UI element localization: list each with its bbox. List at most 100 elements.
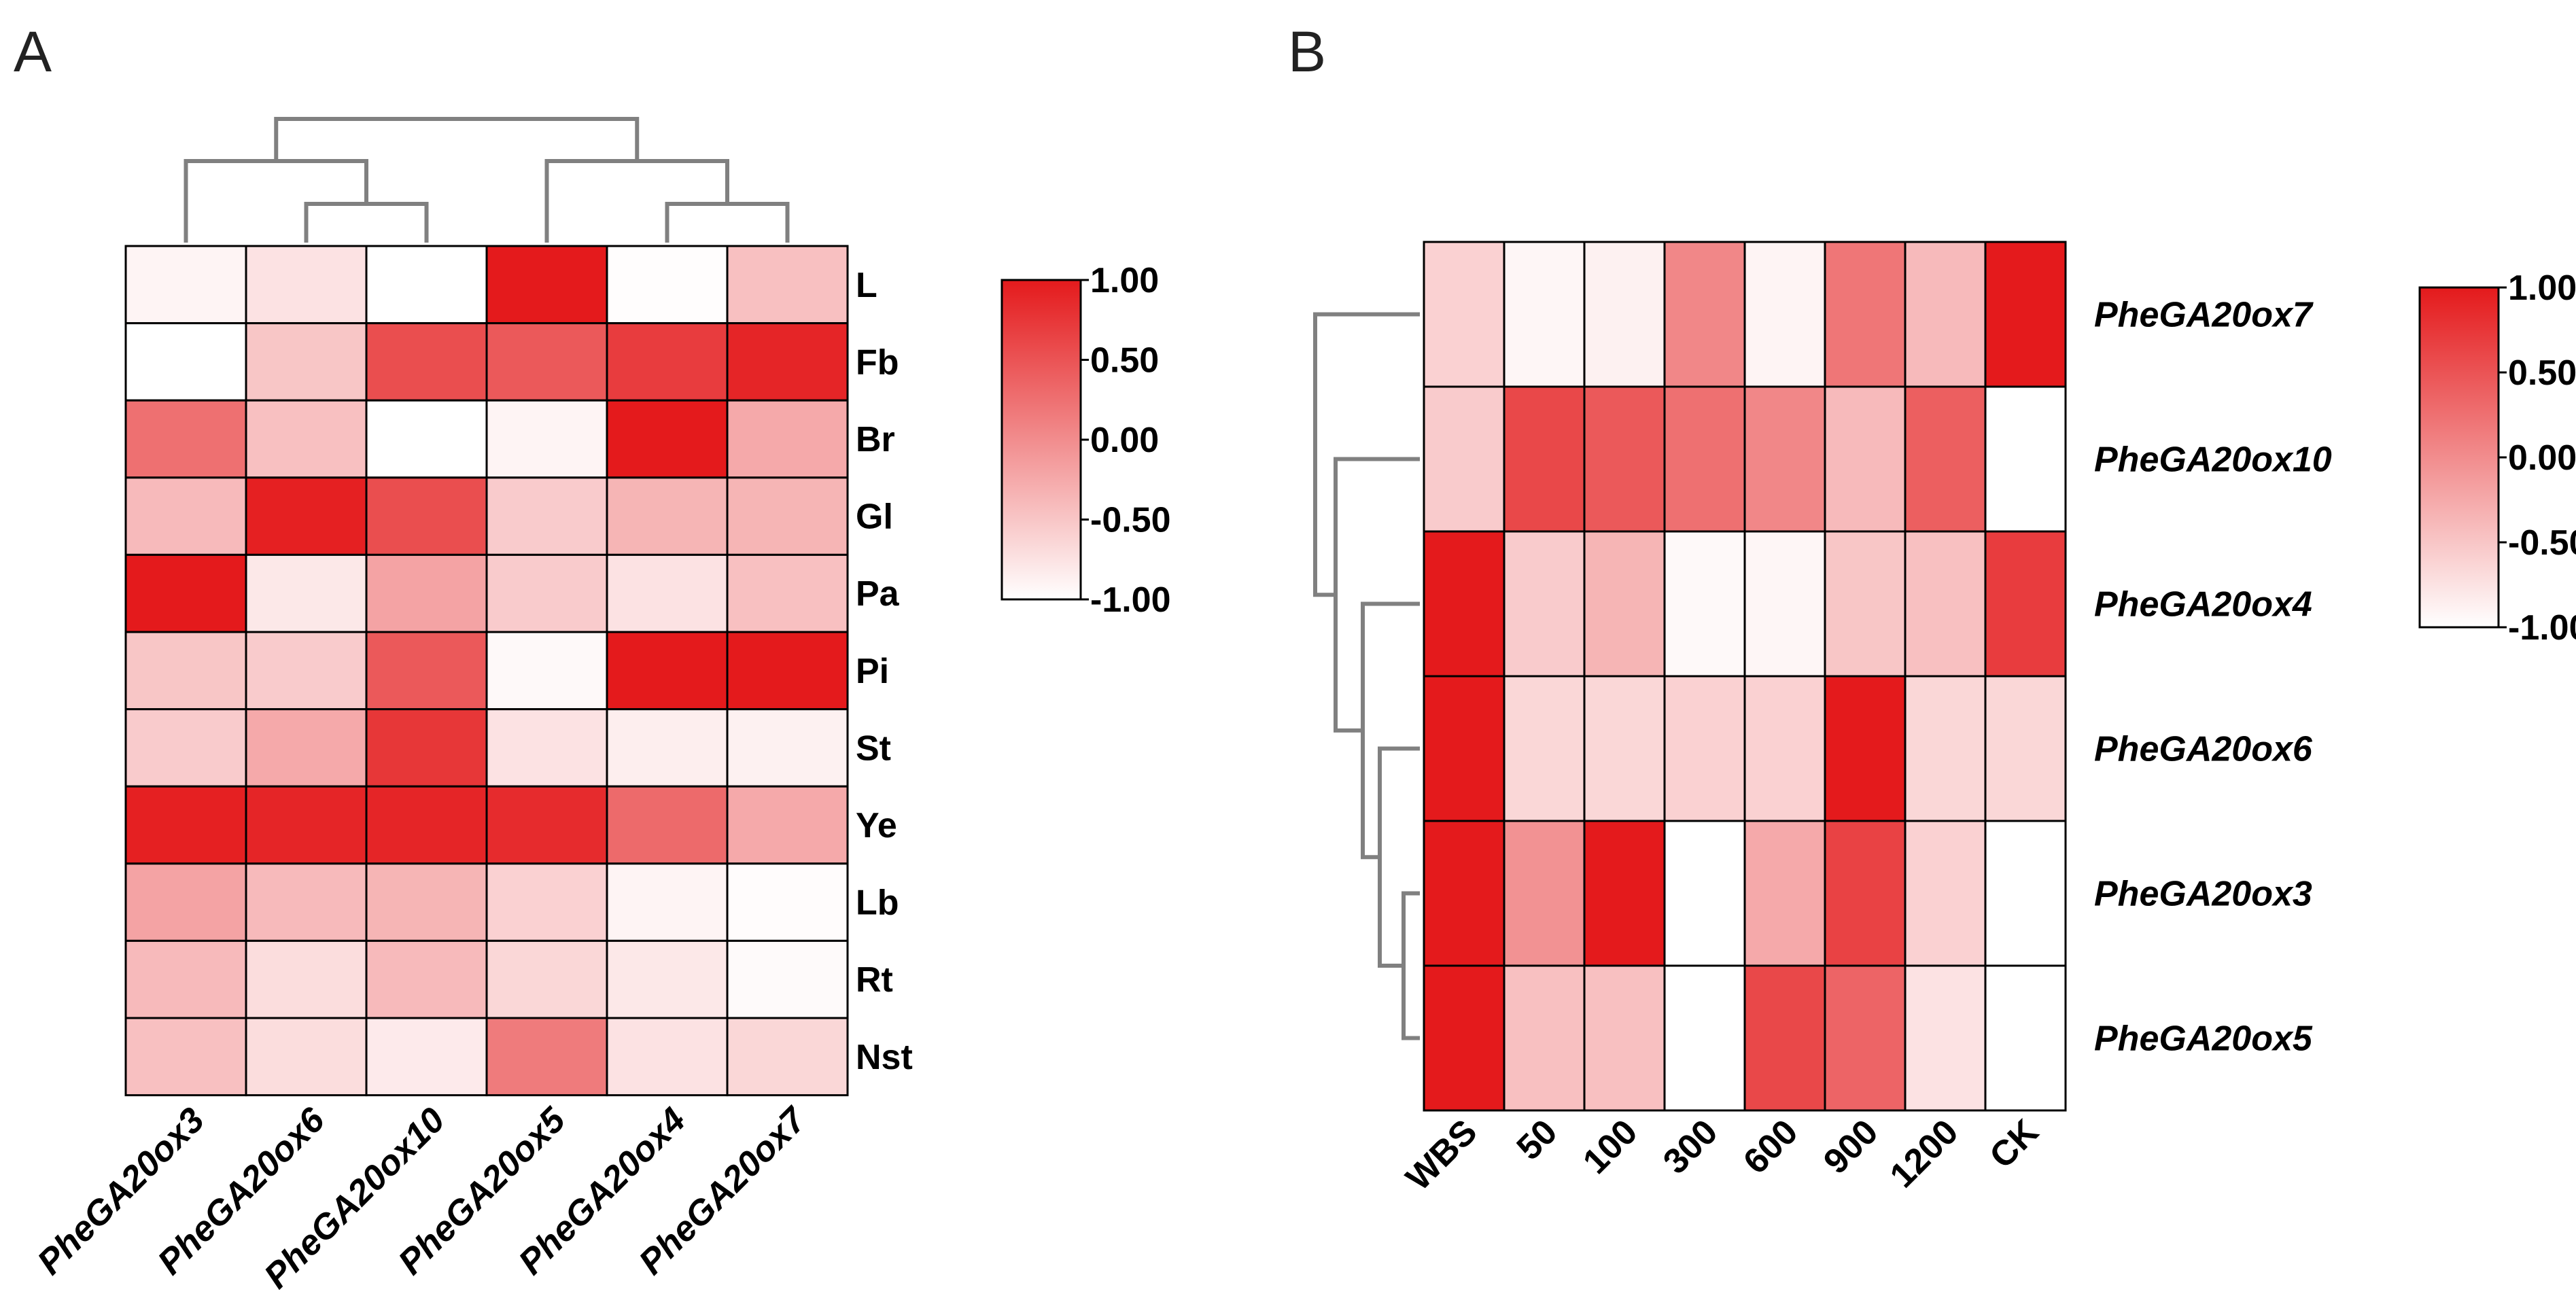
heatmap-b-row-label: PheGA20ox4 xyxy=(2094,585,2312,625)
heatmap-b-col-label: 100 xyxy=(1576,1112,1645,1181)
heatmap-a: LFbBrGlPaPiStYeLbRtNstPheGA20ox3PheGA20o… xyxy=(30,245,913,1296)
colorbar-b-gradient-bar xyxy=(2418,286,2500,629)
heatmap-b-col-label: 1200 xyxy=(1883,1112,1966,1195)
heatmap-a-cell-9-0 xyxy=(124,939,247,1019)
heatmap-a-cell-7-4 xyxy=(606,785,729,865)
dendrogram-branch xyxy=(304,202,429,243)
heatmap-a-cell-9-3 xyxy=(485,939,608,1019)
heatmap-a-cell-2-1 xyxy=(245,399,368,479)
heatmap-a-cell-5-0 xyxy=(124,631,247,711)
heatmap-b-cell-4-0 xyxy=(1423,820,1505,967)
heatmap-b-col-label: 600 xyxy=(1736,1112,1805,1181)
colorbar-a-tick-label: 0.50 xyxy=(1090,341,1159,381)
heatmap-a-cell-9-4 xyxy=(606,939,729,1019)
heatmap-b-cell-2-1 xyxy=(1503,530,1586,678)
heatmap-a-cell-10-4 xyxy=(606,1017,729,1097)
heatmap-b-cell-3-7 xyxy=(1984,675,2067,822)
heatmap-b-row-label: PheGA20ox6 xyxy=(2094,730,2313,769)
heatmap-a-cell-2-0 xyxy=(124,399,247,479)
heatmap-a-row-label: St xyxy=(856,729,891,768)
heatmap-a-cell-5-2 xyxy=(365,631,488,711)
heatmap-b-cell-2-0 xyxy=(1423,530,1505,678)
dendrogram-a xyxy=(184,117,790,243)
heatmap-b-cell-1-7 xyxy=(1984,385,2067,533)
heatmap-b-cell-3-0 xyxy=(1423,675,1505,822)
heatmap-a-row-label: Ye xyxy=(856,806,897,845)
heatmap-b-cell-5-1 xyxy=(1503,964,1586,1112)
colorbar-b-tick-label: -1.00 xyxy=(2508,608,2576,648)
heatmap-b-cell-2-6 xyxy=(1904,530,1987,678)
heatmap-b-cell-0-1 xyxy=(1503,241,1586,388)
heatmap-a-cell-8-2 xyxy=(365,862,488,942)
colorbar-b-tick-label: 0.50 xyxy=(2508,353,2576,393)
heatmap-a-cell-3-0 xyxy=(124,476,247,556)
heatmap-a-cell-1-4 xyxy=(606,322,729,402)
panel-letter-b: B xyxy=(1288,20,1326,84)
heatmap-b-cell-3-3 xyxy=(1663,675,1746,822)
colorbar-a-tick-label: 1.00 xyxy=(1090,261,1159,300)
heatmap-b-cell-5-5 xyxy=(1824,964,1907,1112)
heatmap-a-cell-4-5 xyxy=(726,553,849,633)
heatmap-a-cell-0-0 xyxy=(124,245,247,325)
heatmap-b-cell-3-1 xyxy=(1503,675,1586,822)
heatmap-a-cell-0-5 xyxy=(726,245,849,325)
heatmap-a-cell-9-1 xyxy=(245,939,368,1019)
heatmap-a-cell-7-3 xyxy=(485,785,608,865)
heatmap-b-cell-5-2 xyxy=(1583,964,1666,1112)
heatmap-b-cell-4-2 xyxy=(1583,820,1666,967)
heatmap-b-cell-3-5 xyxy=(1824,675,1907,822)
heatmap-b-cell-5-3 xyxy=(1663,964,1746,1112)
heatmap-a-cell-2-5 xyxy=(726,399,849,479)
heatmap-b-cell-1-0 xyxy=(1423,385,1505,533)
heatmap-b-cell-0-7 xyxy=(1984,241,2067,388)
colorbar-a-gradient-bar xyxy=(1000,279,1082,601)
heatmap-a-cell-6-2 xyxy=(365,708,488,788)
heatmap-a-cell-7-0 xyxy=(124,785,247,865)
heatmap-b-cell-4-5 xyxy=(1824,820,1907,967)
heatmap-a-cell-1-0 xyxy=(124,322,247,402)
heatmap-a-cell-8-4 xyxy=(606,862,729,942)
dendrogram-branch xyxy=(1402,891,1420,1040)
heatmap-a-cell-5-5 xyxy=(726,631,849,711)
colorbar-b-tick-label: 0.00 xyxy=(2508,438,2576,478)
heatmap-b-cell-1-4 xyxy=(1743,385,1826,533)
panel-letter-a: A xyxy=(14,20,52,84)
heatmap-a-cell-9-2 xyxy=(365,939,488,1019)
colorbar-a-tick-label: -1.00 xyxy=(1090,580,1171,620)
heatmap-a-cell-0-4 xyxy=(606,245,729,325)
heatmap-b-cell-5-6 xyxy=(1904,964,1987,1112)
colorbar-a-tick-label: 0.00 xyxy=(1090,421,1159,460)
heatmap-a-cell-4-3 xyxy=(485,553,608,633)
heatmap-a-cell-0-3 xyxy=(485,245,608,325)
heatmap-a-cell-7-5 xyxy=(726,785,849,865)
heatmap-b-cell-0-3 xyxy=(1663,241,1746,388)
heatmap-a-cell-3-4 xyxy=(606,476,729,556)
heatmap-a-cell-6-0 xyxy=(124,708,247,788)
heatmap-b-cell-4-3 xyxy=(1663,820,1746,967)
heatmap-a-cell-10-1 xyxy=(245,1017,368,1097)
heatmap-b-cell-3-6 xyxy=(1904,675,1987,822)
dendrogram-b xyxy=(1313,312,1420,1040)
heatmap-a-cell-10-3 xyxy=(485,1017,608,1097)
dendrogram-root xyxy=(274,117,640,161)
heatmap-a-cell-0-2 xyxy=(365,245,488,325)
heatmap-a-cell-4-4 xyxy=(606,553,729,633)
colorbar-a: 1.00 0.50 0.00 -0.50 -1.00 xyxy=(1000,261,1171,620)
heatmap-b-cell-2-2 xyxy=(1583,530,1666,678)
heatmap-a-cell-7-2 xyxy=(365,785,488,865)
heatmap-b-cell-2-4 xyxy=(1743,530,1826,678)
heatmap-a-cell-6-5 xyxy=(726,708,849,788)
heatmap-a-cell-4-2 xyxy=(365,553,488,633)
heatmap-a-cell-7-1 xyxy=(245,785,368,865)
heatmap-b-cell-4-7 xyxy=(1984,820,2067,967)
heatmap-b-row-label: PheGA20ox3 xyxy=(2094,875,2312,914)
heatmap-a-cell-3-1 xyxy=(245,476,368,556)
heatmap-a-cell-8-1 xyxy=(245,862,368,942)
heatmap-b-cell-0-0 xyxy=(1423,241,1505,388)
heatmap-b: PheGA20ox7 PheGA20ox10 PheGA20ox4 PheGA20ox… xyxy=(1399,241,2332,1198)
colorbar-b: 1.00 0.50 0.00 -0.50 -1.00 xyxy=(2418,268,2576,648)
colorbar-b-tick-label: 1.00 xyxy=(2508,268,2576,308)
heatmap-b-cell-2-3 xyxy=(1663,530,1746,678)
heatmap-a-cell-2-4 xyxy=(606,399,729,479)
